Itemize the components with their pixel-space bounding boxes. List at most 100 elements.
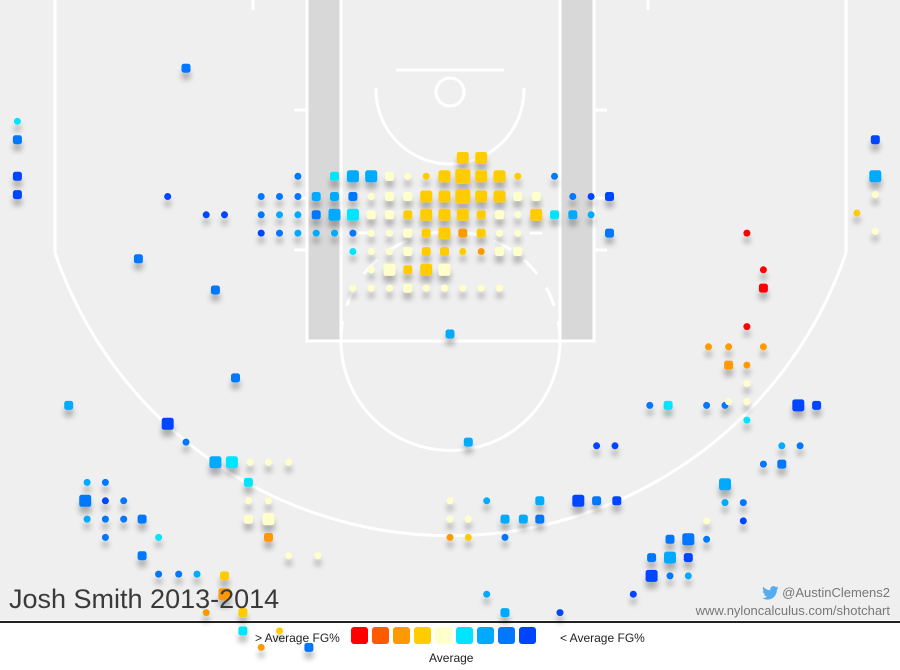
shot-marker bbox=[294, 229, 302, 237]
shot-marker bbox=[592, 496, 602, 506]
shot-marker bbox=[367, 248, 375, 255]
shot-marker bbox=[445, 329, 455, 339]
shot-marker bbox=[663, 400, 673, 410]
shot-marker bbox=[759, 266, 767, 274]
shot-marker bbox=[612, 496, 622, 506]
shot-marker bbox=[605, 192, 614, 201]
shot-marker bbox=[535, 496, 545, 506]
legend-swatch bbox=[351, 627, 368, 644]
shot-marker bbox=[500, 608, 510, 618]
shot-marker bbox=[404, 172, 412, 180]
shot-marker bbox=[246, 458, 254, 466]
shot-marker bbox=[556, 609, 564, 617]
shot-marker bbox=[311, 192, 321, 201]
shot-marker bbox=[513, 247, 523, 256]
shot-marker bbox=[455, 168, 471, 184]
shot-marker bbox=[386, 229, 393, 237]
shot-marker bbox=[475, 190, 488, 203]
paint-lines bbox=[294, 0, 607, 452]
shot-marker bbox=[725, 398, 733, 406]
shot-marker bbox=[739, 499, 747, 507]
shot-marker bbox=[366, 210, 376, 220]
shot-marker bbox=[12, 190, 22, 200]
shot-marker bbox=[477, 284, 485, 292]
shot-marker bbox=[871, 227, 879, 235]
credit-twitter[interactable]: @AustinClemens2 bbox=[762, 585, 890, 600]
shot-marker bbox=[477, 248, 485, 255]
shot-marker bbox=[853, 209, 861, 217]
shot-marker bbox=[739, 517, 747, 525]
legend-below-average-label: < Average FG% bbox=[560, 631, 645, 645]
shot-marker bbox=[456, 208, 469, 221]
shot-marker bbox=[493, 170, 506, 183]
legend-average-label: Average bbox=[429, 651, 474, 665]
shot-marker bbox=[209, 456, 222, 469]
shot-marker bbox=[724, 360, 734, 370]
shot-marker bbox=[175, 570, 183, 578]
shot-marker bbox=[778, 442, 786, 450]
shot-marker bbox=[133, 254, 143, 264]
shot-marker bbox=[285, 552, 293, 560]
shot-marker bbox=[367, 193, 375, 200]
shot-marker bbox=[13, 117, 21, 125]
shot-marker bbox=[464, 533, 472, 541]
shot-marker bbox=[331, 229, 338, 237]
shot-marker bbox=[330, 171, 339, 181]
credit-url[interactable]: www.nyloncalculus.com/shotchart bbox=[695, 603, 890, 618]
shot-marker bbox=[181, 63, 191, 73]
shot-marker bbox=[367, 284, 375, 292]
shot-marker bbox=[164, 193, 172, 200]
shot-marker bbox=[530, 208, 543, 221]
shot-marker bbox=[137, 514, 147, 524]
shot-marker bbox=[349, 229, 357, 237]
shot-marker bbox=[446, 497, 454, 505]
shot-marker bbox=[367, 266, 375, 274]
shot-marker bbox=[705, 343, 712, 351]
twitter-bird-icon bbox=[762, 585, 779, 600]
shot-marker bbox=[257, 643, 265, 651]
shot-marker bbox=[276, 211, 283, 219]
shot-marker bbox=[455, 189, 471, 204]
shot-marker bbox=[422, 172, 430, 180]
shot-marker bbox=[743, 416, 751, 424]
shot-marker bbox=[218, 588, 231, 601]
shot-marker bbox=[587, 193, 595, 200]
shot-marker bbox=[101, 497, 109, 505]
shot-marker bbox=[365, 170, 378, 183]
legend-swatch bbox=[414, 627, 431, 644]
right-lane-block bbox=[560, 0, 594, 341]
shot-marker bbox=[312, 229, 320, 237]
shot-marker bbox=[285, 458, 293, 466]
shot-marker bbox=[568, 210, 578, 220]
shot-marker bbox=[501, 533, 509, 541]
shot-marker bbox=[743, 379, 751, 387]
shot-marker bbox=[514, 172, 522, 180]
shot-marker bbox=[438, 227, 451, 240]
shot-marker bbox=[243, 514, 253, 524]
shot-marker bbox=[304, 642, 314, 652]
shot-marker bbox=[403, 192, 413, 201]
shot-marker bbox=[456, 152, 469, 164]
shot-marker bbox=[759, 343, 767, 351]
shot-marker bbox=[664, 551, 676, 564]
shot-marker bbox=[294, 211, 302, 219]
shot-marker bbox=[311, 210, 321, 220]
shot-marker bbox=[12, 171, 22, 181]
legend-swatch bbox=[477, 627, 494, 644]
shot-marker bbox=[422, 284, 430, 292]
court-floor bbox=[0, 0, 900, 620]
shot-marker bbox=[531, 192, 541, 201]
shot-marker bbox=[587, 211, 595, 219]
shot-marker bbox=[464, 515, 472, 523]
rim bbox=[434, 76, 466, 108]
shot-marker bbox=[475, 152, 488, 164]
shot-marker bbox=[796, 442, 804, 450]
shot-marker bbox=[244, 497, 252, 505]
shot-marker bbox=[386, 284, 393, 292]
shot-marker bbox=[349, 284, 357, 292]
shot-marker bbox=[777, 459, 787, 469]
shot-marker bbox=[231, 373, 240, 383]
shot-marker bbox=[155, 570, 163, 578]
free-throw-circle-bottom bbox=[339, 340, 562, 452]
